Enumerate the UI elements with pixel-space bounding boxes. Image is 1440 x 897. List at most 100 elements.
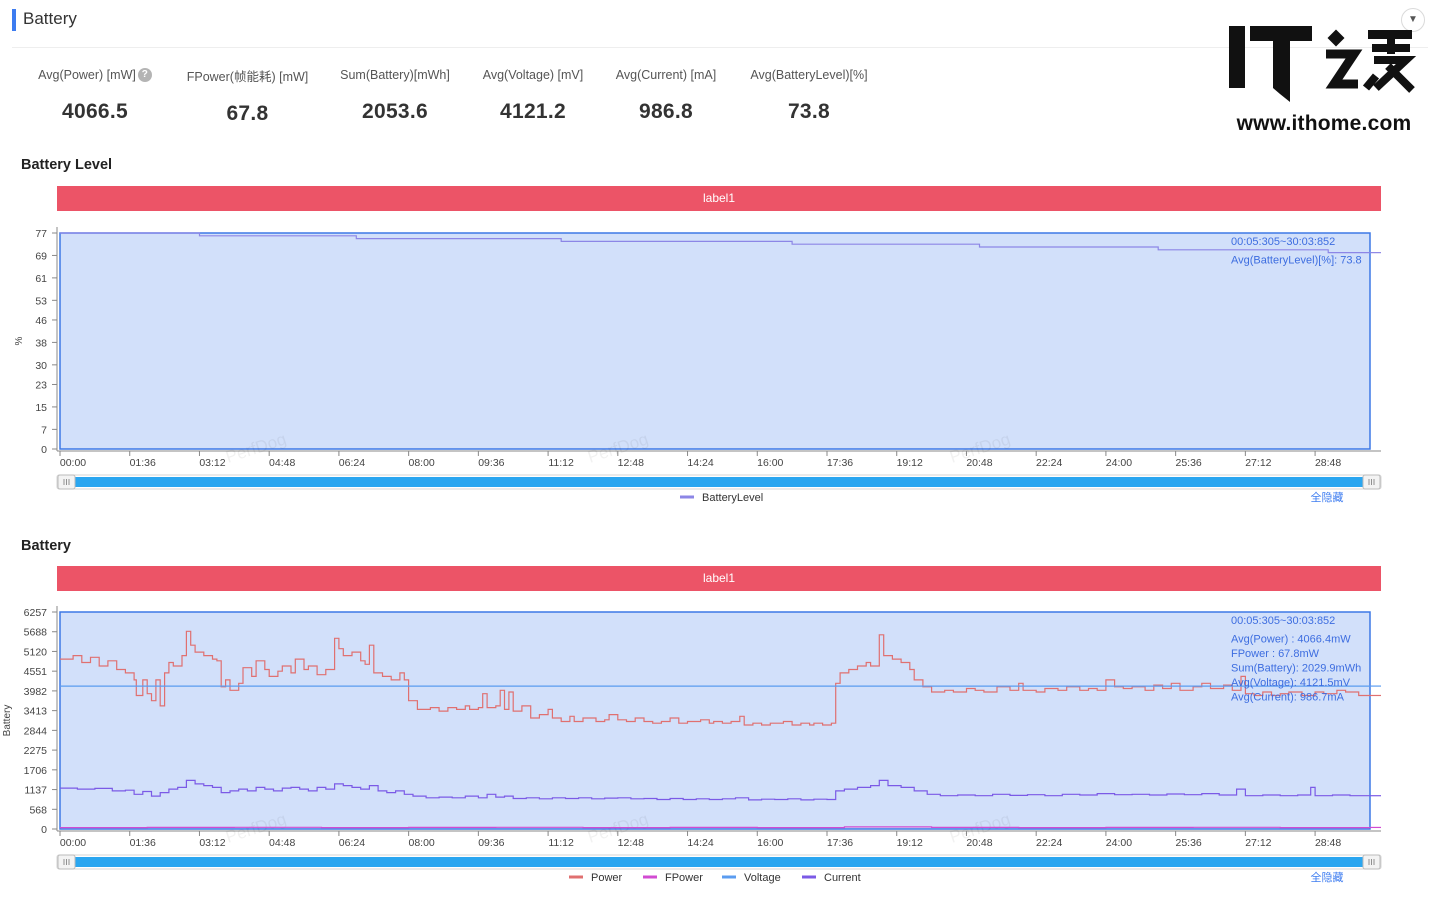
plot-area[interactable] [59,232,1371,450]
stat-label: Avg(Voltage) [mV] [482,68,584,82]
y-tick-label: 0 [41,444,47,456]
x-tick-label: 01:36 [130,457,156,469]
legend-item-power[interactable]: Power [591,872,623,884]
y-tick-label: 38 [35,337,47,349]
x-tick-label: 14:24 [687,837,713,849]
x-tick-label: 12:48 [618,457,644,469]
legend-item-batterylevel[interactable]: BatteryLevel [702,492,763,504]
summary-stats: Avg(Power) [mW]? 4066.5 FPower(帧能耗) [mW]… [0,66,900,136]
series-line-batterylevel[interactable] [60,232,1370,254]
x-tick-label: 00:00 [60,837,86,849]
x-tick-label: 20:48 [966,457,992,469]
y-tick-label: 568 [29,804,47,816]
x-tick-label: 14:24 [687,457,713,469]
y-tick-label: 15 [35,402,47,414]
y-tick-label: 46 [35,315,47,327]
y-tick-label: 0 [41,824,47,836]
label-bar-text: label1 [703,191,735,205]
x-tick-label: 19:12 [897,457,923,469]
hide-all-button[interactable]: 全隐藏 [1311,870,1344,884]
logo-url: www.ithome.com [1236,112,1412,135]
plot-area[interactable] [59,611,1371,830]
series-line-current[interactable] [60,779,1370,801]
tooltip-line: Avg(Power) : 4066.4mW [1231,634,1351,646]
tooltip-line: 00:05:305~30:03:852 [1231,615,1335,627]
x-tick-label: 06:24 [339,837,365,849]
stat-fpower: FPower(帧能耗) [mW] 67.8 [180,66,315,126]
series-line-fpower[interactable] [60,826,1371,829]
x-tick-label: 27:12 [1245,457,1271,469]
x-tick-label: 09:36 [478,837,504,849]
x-tick-label: 25:36 [1175,837,1201,849]
y-tick-label: 53 [35,295,47,307]
x-tick-label: 24:00 [1106,837,1132,849]
ithome-logo-mark [1229,26,1417,102]
y-tick-label: 30 [35,360,47,372]
battery-chart: label1 0 568 1137 1706 2275 2844 3413 3982 4551 51… [2,566,1382,884]
stat-value: 2053.6 [361,100,429,123]
hide-all-button[interactable]: 全隐藏 [1311,490,1344,504]
header-accent-bar [12,9,16,31]
y-tick-label: 61 [35,273,47,285]
page-title: Battery [23,9,77,28]
stat-avg-power: Avg(Power) [mW]? 4066.5 [30,66,160,124]
x-tick-label: 22:24 [1036,837,1062,849]
x-tick-label: 12:48 [618,837,644,849]
tooltip-line: 00:05:305~30:03:852 [1231,236,1335,248]
stat-value: 986.8 [638,100,694,123]
legend-item-fpower[interactable]: FPower [665,872,703,884]
x-tick-label: 11:12 [548,457,574,469]
tooltip-line: Sum(Battery): 2029.9mWh [1231,663,1361,675]
chevron-down-icon: ▼ [1408,14,1418,25]
y-tick-label: 4551 [24,666,48,678]
range-slider-fill[interactable] [74,477,1364,487]
x-tick-label: 01:36 [130,837,156,849]
y-tick-label: 1706 [24,765,48,777]
tooltip-line: FPower : 67.8mW [1231,648,1320,660]
x-tick-label: 28:48 [1315,457,1341,469]
legend-item-voltage[interactable]: Voltage [744,872,781,884]
y-tick-label: 2275 [24,745,48,757]
x-tick-label: 17:36 [827,837,853,849]
stat-value: 4066.5 [61,100,129,123]
x-tick-label: 03:12 [199,457,225,469]
x-tick-label: 20:48 [966,837,992,849]
label-bar[interactable] [57,186,1381,211]
x-tick-label: 17:36 [827,457,853,469]
x-tick-label: 00:00 [60,457,86,469]
x-tick-label: 03:12 [199,837,225,849]
range-slider-fill[interactable] [74,857,1364,867]
y-tick-label: 5688 [24,627,48,639]
stat-avg-battery-level: Avg(BatteryLevel)[%] 73.8 [742,66,876,124]
stat-avg-voltage: Avg(Voltage) [mV] 4121.2 [472,66,594,124]
label-bar-text: label1 [703,571,735,585]
collapse-button[interactable]: ▼ [1401,8,1425,32]
y-tick-label: 7 [41,424,47,436]
stat-value: 73.8 [787,100,831,123]
x-tick-label: 22:24 [1036,457,1062,469]
stat-label: FPower(帧能耗) [mW] [186,70,309,84]
x-tick-label: 27:12 [1245,837,1271,849]
y-tick-label: 3982 [24,686,48,698]
series-line-power[interactable] [60,630,1370,726]
x-tick-label: 16:00 [757,837,783,849]
x-tick-label: 25:36 [1175,457,1201,469]
header-divider [12,47,1428,48]
legend-item-current[interactable]: Current [824,872,861,884]
stat-label: Avg(Current) [mA] [615,68,717,82]
tooltip-line: Avg(BatteryLevel)[%]: 73.8 [1231,255,1362,267]
y-tick-label: 6257 [24,607,48,619]
help-icon[interactable]: ? [137,68,152,82]
ithome-logo: www.ithome.com [1226,24,1422,140]
y-tick-label: 5120 [24,646,48,658]
stat-avg-current: Avg(Current) [mA] 986.8 [606,66,726,124]
tooltip-line: Avg(Current): 986.7mA [1231,692,1345,704]
label-bar[interactable] [57,566,1381,591]
y-axis-title: Battery [2,705,13,737]
x-tick-label: 08:00 [408,837,434,849]
x-tick-label: 08:00 [408,457,434,469]
x-tick-label: 04:48 [269,837,295,849]
battery-level-chart: label1 0 7 15 23 30 38 46 53 61 69 77% 00:00 01:36 03:… [14,186,1382,504]
y-tick-label: 1137 [24,785,47,797]
x-tick-label: 19:12 [897,837,923,849]
